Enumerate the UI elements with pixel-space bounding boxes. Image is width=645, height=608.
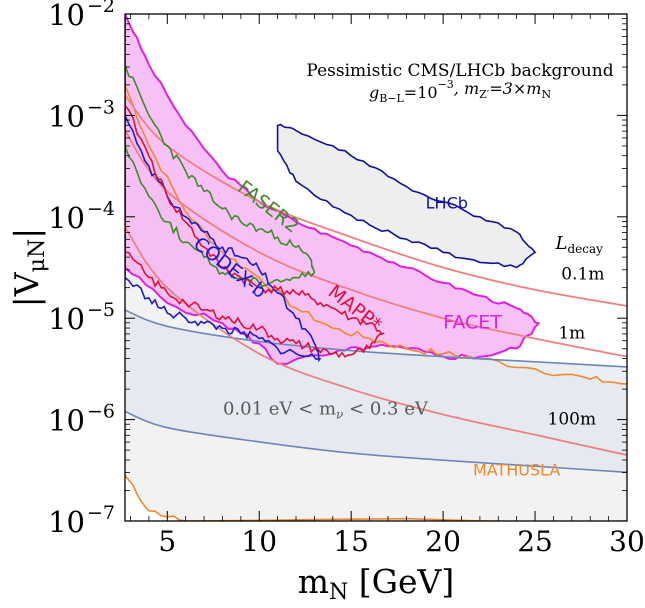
seesaw-upper-line	[125, 309, 627, 368]
y-axis-label: |VμN|	[7, 228, 50, 308]
x-tick-label: 5	[158, 525, 176, 558]
region-fills	[125, 14, 627, 521]
decay-label-0.1m: 0.1m	[561, 265, 604, 285]
y-tick-label: 10	[48, 201, 85, 235]
x-axis-label: mN [GeV]	[298, 562, 455, 605]
decay-line-100m	[125, 226, 627, 456]
decay-label-1m: 1m	[558, 323, 585, 343]
faser2-contour	[125, 64, 316, 288]
plot-frame	[124, 13, 628, 522]
region-curves	[125, 64, 627, 521]
y-tick-label: 10	[48, 99, 85, 133]
y-tick-exponent: −7	[87, 502, 115, 524]
x-tick-label: 30	[609, 525, 645, 558]
mathusla-upper-curve	[125, 84, 627, 385]
y-tick-label: 10	[48, 505, 85, 539]
y-tick-exponent: −3	[87, 96, 115, 118]
annotation-params: gB−L=10−3, mZ′=3×mN	[369, 78, 552, 105]
decay-label-100m: 100m	[548, 410, 597, 430]
series-label-facet: FACET	[443, 311, 502, 333]
y-tick-exponent: −4	[87, 198, 115, 220]
seesaw-band-label: 0.01 eV < mν < 0.3 eV	[223, 399, 429, 422]
x-tick-label: 20	[425, 525, 461, 558]
annotation-title: Pessimistic CMS/LHCb background	[306, 61, 613, 81]
y-tick-label: 10	[48, 404, 85, 438]
x-tick-label: 15	[333, 525, 369, 558]
decay-header: Ldecay	[554, 233, 603, 256]
lhcb-region	[276, 123, 537, 269]
x-tick-label: 25	[517, 525, 553, 558]
decay-line-1m	[125, 130, 627, 358]
codex-b-contour	[125, 115, 322, 363]
y-tick-exponent: −5	[87, 299, 115, 321]
series-label-lhcb: LHCb	[426, 194, 468, 213]
series-label-mathusla: MATHUSLA	[473, 460, 560, 479]
x-tick-label: 10	[241, 525, 277, 558]
seesaw-lower-line	[125, 410, 627, 474]
y-tick-label: 10	[48, 0, 85, 32]
y-tick-exponent: −6	[87, 401, 115, 423]
y-tick-exponent: −2	[87, 0, 115, 17]
y-tick-label: 10	[48, 302, 85, 336]
seesaw-band-fill	[125, 310, 627, 473]
mapp--contour	[125, 103, 385, 359]
